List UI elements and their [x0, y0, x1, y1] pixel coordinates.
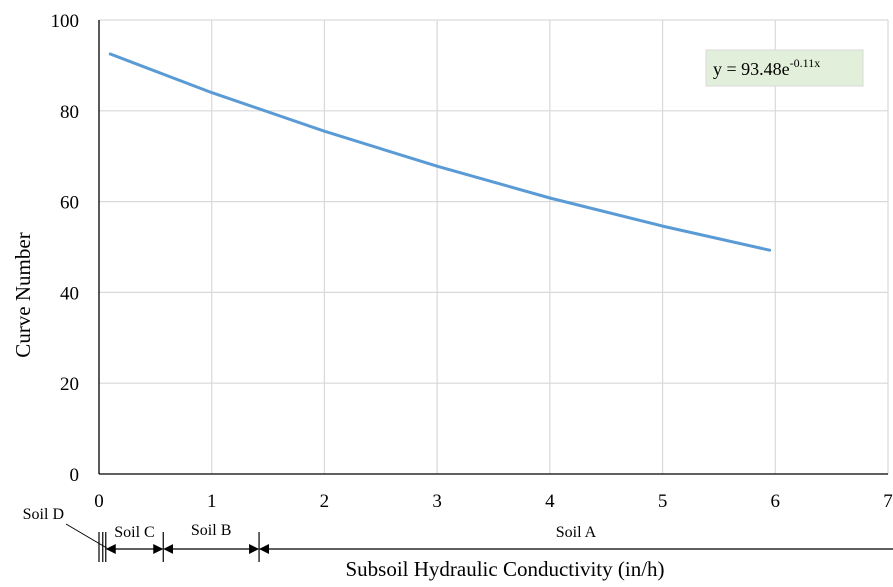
data-point — [661, 224, 664, 228]
y-tick-label: 0 — [70, 465, 80, 486]
soil-leader — [65, 523, 108, 549]
data-point — [210, 91, 214, 95]
x-tick-label: 4 — [545, 491, 555, 512]
equation-prefix: y = 93.48e — [713, 59, 790, 79]
soil-label-c: Soil C — [114, 524, 154, 541]
y-tick-label: 40 — [60, 283, 79, 304]
data-point — [323, 129, 326, 133]
y-tick-label: 20 — [60, 374, 79, 395]
data-point — [435, 164, 439, 168]
x-tick-label: 6 — [771, 491, 781, 512]
x-tick-label: 5 — [658, 491, 668, 512]
x-tick-label: 2 — [320, 491, 330, 512]
x-tick-label: 7 — [883, 491, 893, 512]
equation-box — [705, 49, 864, 87]
equation-exponent: -0.11x — [790, 56, 821, 70]
y-tick-label: 80 — [60, 102, 79, 123]
soil-label-d: Soil D — [23, 506, 64, 523]
x-tick-label: 0 — [94, 491, 104, 512]
series-layer — [108, 52, 772, 252]
x-tick-label: 1 — [207, 491, 217, 512]
y-tick-label: 100 — [51, 11, 80, 32]
x-tick-label: 3 — [432, 491, 442, 512]
axis-layer: 0 20 40 60 80 100 0 1 2 3 4 5 6 7 — [51, 11, 893, 512]
soil-ranges: Soil D Soil C Soil B Soil A — [23, 506, 893, 562]
data-point — [548, 196, 552, 200]
svg-text:y = 93.48e-0.11x: y = 93.48e-0.11x — [713, 56, 820, 79]
series-line — [108, 52, 772, 252]
soil-label-a: Soil A — [556, 524, 597, 541]
data-point — [108, 52, 112, 56]
y-tick-label: 60 — [60, 193, 79, 214]
grid-layer — [99, 19, 889, 474]
y-axis-title: Curve Number — [11, 232, 35, 357]
data-point — [768, 248, 772, 252]
equation-label: y = 93.48e-0.11x — [705, 49, 864, 87]
soil-label-b: Soil B — [191, 522, 231, 539]
x-axis-title: Subsoil Hydraulic Conductivity (in/h) — [345, 557, 664, 581]
